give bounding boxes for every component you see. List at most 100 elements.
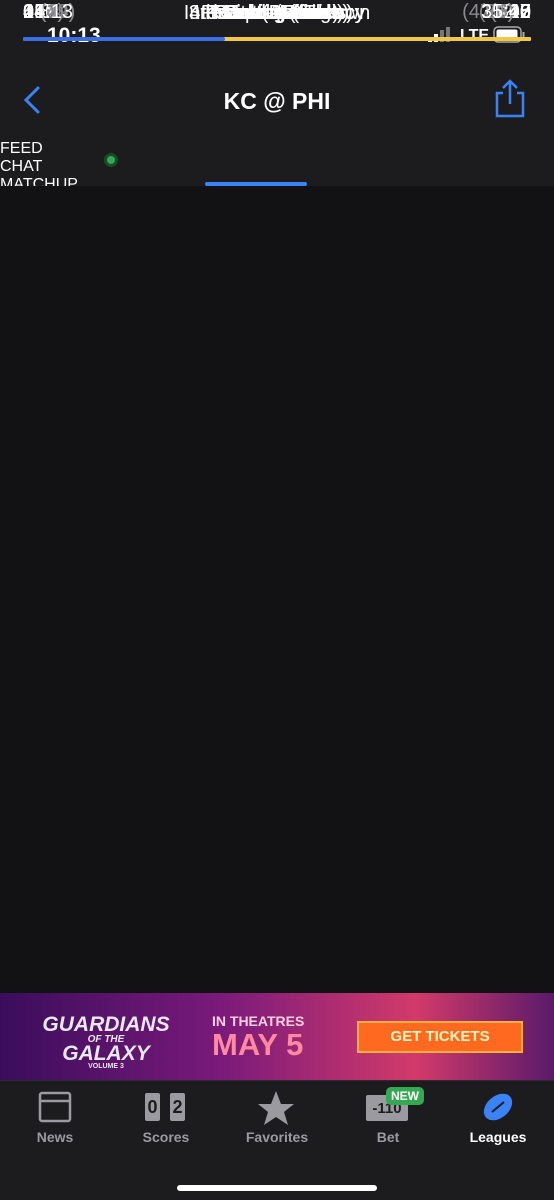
scores-icon-digit: 0	[147, 1097, 158, 1117]
home-indicator	[177, 1185, 377, 1191]
right-note: (1)	[489, 1, 515, 23]
left-note: (2)	[39, 1, 65, 23]
right-value: 0	[519, 1, 531, 23]
bottom-nav: 0 2 -110 NEW News Scores Favorites Bet Leagu…	[0, 1080, 554, 1200]
left-value: 340	[23, 1, 57, 23]
left-value: 2	[23, 1, 35, 23]
tab-bar: FEEDCHATMATCHUPSTATSBETTINGDRIVES	[0, 140, 554, 186]
right-bar	[232, 37, 531, 41]
ad-volume: VOLUME 3	[88, 1063, 124, 1071]
left-value-group: 21	[23, 2, 45, 22]
right-value-group: 2-2	[502, 2, 531, 22]
ad-banner[interactable]: GUARDIANS OF THE GALAXY VOLUME 3 IN THEA…	[0, 993, 554, 1080]
stat-label: Passing Yards	[213, 2, 341, 24]
stat-label: Total Yards	[227, 2, 327, 24]
left-value-group: 24:13	[23, 2, 73, 22]
stat-label: Punts (Average)	[204, 2, 350, 24]
scores-icon-digit: 2	[172, 1097, 183, 1117]
ad-button[interactable]: GET TICKETS	[357, 1021, 523, 1053]
right-value-group: 11-18	[481, 2, 531, 22]
right-value-group: (0) 0	[490, 2, 531, 22]
left-value-group: 1 (0)	[23, 2, 64, 22]
nav-item[interactable]: News	[36, 1129, 74, 1145]
tab-indicator	[205, 182, 307, 186]
right-value: 6	[519, 1, 531, 23]
stat-label: Interceptions Thrown	[183, 2, 371, 24]
ad-tagline: IN THEATRES	[212, 1013, 305, 1029]
ad-title: GALAXY	[62, 1042, 150, 1066]
ad-date: MAY 5	[212, 1027, 304, 1062]
right-value: 302	[497, 1, 531, 23]
nav-icons	[38, 1091, 513, 1125]
left-value: 4-8	[23, 1, 52, 23]
nav-item[interactable]: Leagues	[469, 1129, 527, 1145]
left-bar	[23, 37, 225, 41]
clock: 10:13	[47, 24, 101, 47]
right-value: 417	[497, 1, 531, 23]
left-value: 21	[23, 1, 46, 23]
right-value-group: 35:47	[481, 2, 531, 22]
left-value-group: 4-8	[23, 2, 52, 22]
right-value: 25	[508, 1, 531, 23]
back-button[interactable]	[20, 86, 44, 114]
share-button[interactable]	[494, 78, 526, 118]
right-note: (47.5)	[462, 1, 515, 23]
ad-logo: GUARDIANS OF THE GALAXY VOLUME 3	[26, 1013, 186, 1071]
header: KC @ PHI	[0, 70, 554, 186]
tab[interactable]: MATCHUP	[0, 176, 78, 186]
left-note: (0)	[39, 1, 65, 23]
right-value: 2	[519, 1, 531, 23]
right-value: 2-2	[502, 1, 531, 23]
nav-item[interactable]: Scores	[142, 1129, 190, 1145]
right-value-group: (33) 6	[479, 2, 531, 22]
left-value-group: 340	[23, 2, 56, 22]
left-value: 0	[23, 1, 35, 23]
left-value-group: 3 (14)	[23, 2, 75, 22]
right-value: 115	[499, 1, 531, 23]
right-value: 0	[519, 1, 531, 23]
title: KC @ PHI	[223, 88, 331, 114]
left-value-group: 2 (2)	[23, 2, 64, 22]
right-note: (33)	[478, 1, 515, 23]
left-note: (49)	[39, 1, 76, 23]
ad-title: GUARDIANS	[42, 1013, 170, 1036]
right-value-group: (47.5) 2	[462, 2, 531, 22]
right-value: 35:47	[480, 1, 531, 23]
left-value: 24:13	[23, 1, 74, 23]
left-value: 182	[23, 1, 57, 23]
left-value: 1	[23, 1, 35, 23]
right-note: (0)	[489, 1, 515, 23]
stat-label: 4th Down Efficiency	[189, 2, 365, 24]
stat-label: Rushing Yards	[212, 2, 342, 24]
nav-item[interactable]: Favorites	[245, 1129, 309, 1145]
new-badge: NEW	[386, 1087, 424, 1105]
right-value-group: 417	[498, 2, 531, 22]
tab[interactable]: CHAT	[0, 158, 43, 175]
left-value-group: 182	[23, 2, 56, 22]
right-value-group: (1) 2	[490, 2, 531, 22]
stat-label: Sacks (Yards)	[214, 2, 340, 24]
left-value-group: 2 (49)	[23, 2, 75, 22]
stat-label: Penalties (Yards)	[201, 2, 353, 24]
stat-label: First Downs	[224, 2, 330, 24]
left-note: (14)	[39, 1, 76, 23]
stat-label: Fumbles (Lost)	[210, 2, 344, 24]
network: LTE	[460, 27, 490, 44]
stat-label: Possession	[225, 2, 329, 24]
right-value: 11-18	[481, 1, 531, 23]
left-value-group: 0-0	[23, 2, 52, 22]
left-value: 158	[23, 1, 57, 23]
stat-label: 3rd Down Efficiency	[188, 2, 366, 24]
nav-item[interactable]: Bet	[376, 1129, 400, 1145]
right-value-group: 0	[520, 2, 531, 22]
right-value-group: 115	[499, 2, 531, 22]
tab[interactable]: FEED	[0, 140, 43, 157]
left-value: 3	[23, 1, 35, 23]
left-value: 2	[23, 1, 35, 23]
left-value-group: 0	[23, 2, 34, 22]
right-value-group: 25	[509, 2, 531, 22]
left-value: 0-0	[23, 1, 52, 23]
right-value-group: 302	[498, 2, 531, 22]
right-value: 2	[519, 1, 531, 23]
